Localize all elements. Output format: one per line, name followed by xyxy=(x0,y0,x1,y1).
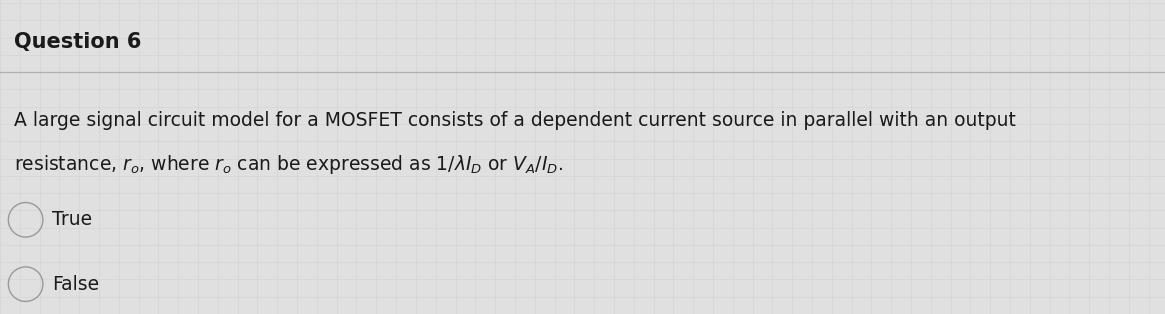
Text: A large signal circuit model for a MOSFET consists of a dependent current source: A large signal circuit model for a MOSFE… xyxy=(14,111,1016,130)
Text: True: True xyxy=(52,210,92,229)
Text: False: False xyxy=(52,275,99,294)
Text: Question 6: Question 6 xyxy=(14,32,141,52)
Text: resistance, $r_o$, where $r_o$ can be expressed as $1/\lambda I_D$ or $V_A/I_D$.: resistance, $r_o$, where $r_o$ can be ex… xyxy=(14,153,563,176)
